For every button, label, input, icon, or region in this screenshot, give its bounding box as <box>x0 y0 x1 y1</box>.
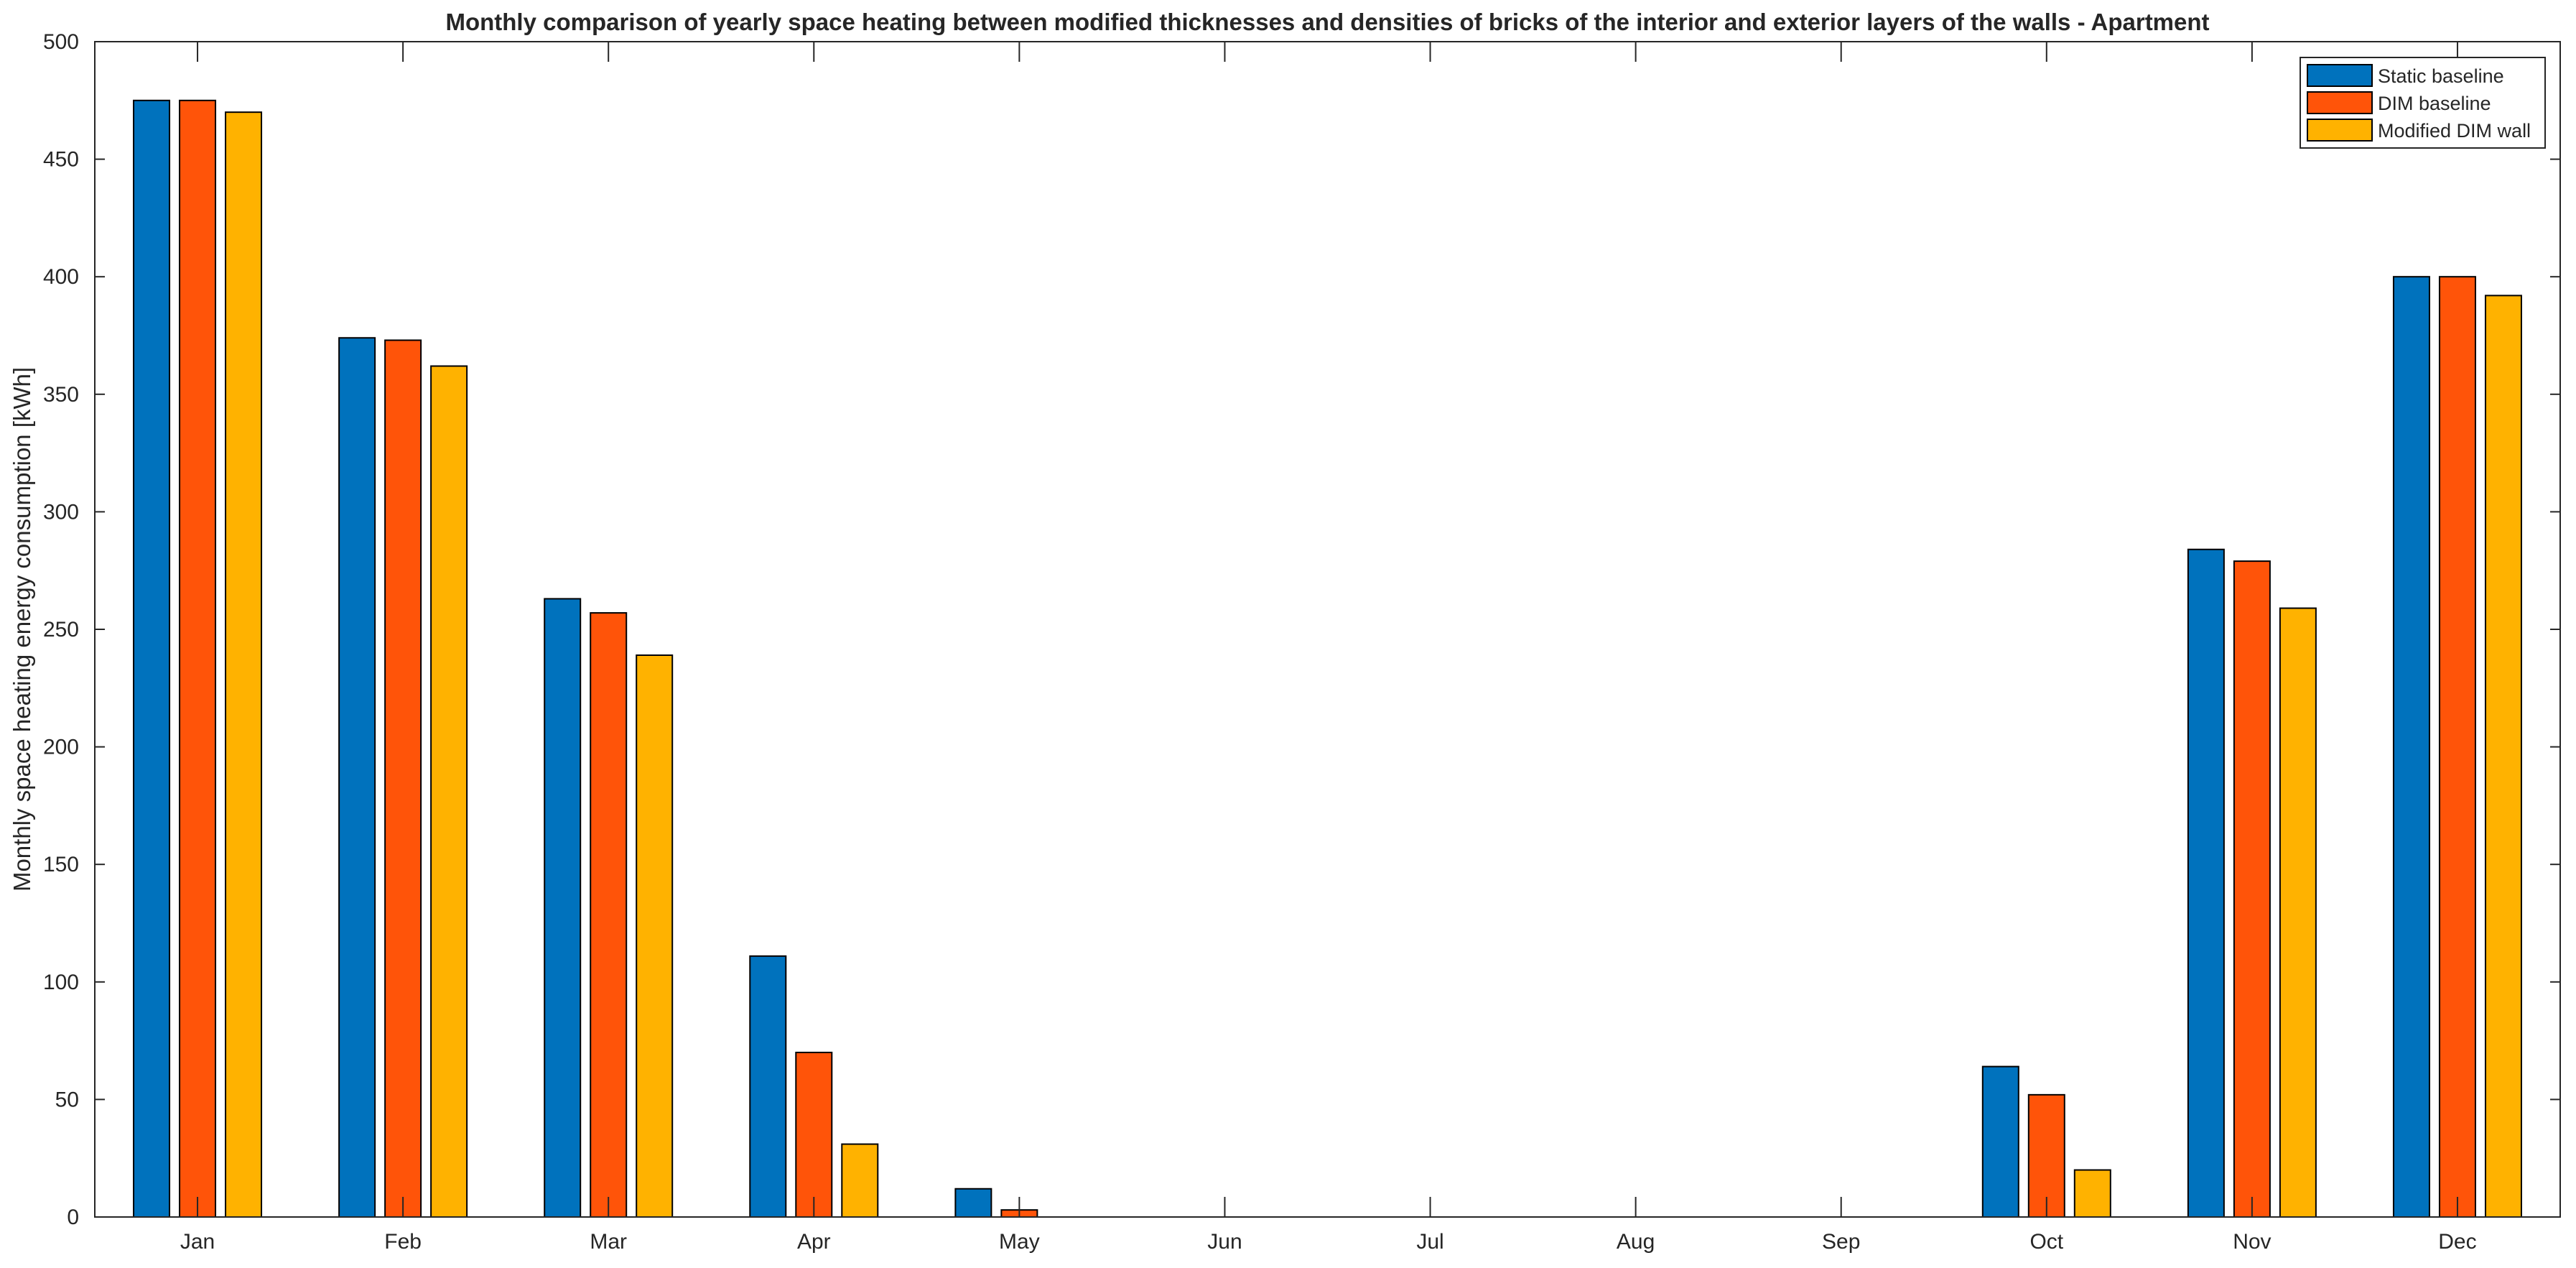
x-tick-label: Oct <box>2029 1230 2063 1254</box>
x-tick-label: Dec <box>2438 1230 2476 1254</box>
x-tick-label: Jan <box>180 1230 215 1254</box>
x-tick-label: Apr <box>797 1230 831 1254</box>
legend-entry-label: DIM baseline <box>2378 93 2491 114</box>
bar <box>795 1051 833 1218</box>
x-tick-label: May <box>999 1230 1040 1254</box>
legend-swatch <box>2307 64 2373 87</box>
y-tick-label: 150 <box>43 853 79 876</box>
bar <box>841 1143 879 1218</box>
y-tick-label: 0 <box>67 1205 79 1229</box>
bar <box>2438 276 2476 1218</box>
x-tick-label: Mar <box>590 1230 627 1254</box>
x-tick-label: Aug <box>1617 1230 1655 1254</box>
legend-swatch <box>2307 91 2373 114</box>
x-tick-label: Nov <box>2233 1230 2271 1254</box>
legend-swatch <box>2307 119 2373 142</box>
bar <box>2279 607 2317 1218</box>
bar <box>338 337 376 1218</box>
x-tick-label: Jun <box>1207 1230 1242 1254</box>
chart-title: Monthly comparison of yearly space heati… <box>445 9 2209 35</box>
plot-area-frame <box>94 41 2561 1218</box>
bar <box>544 598 582 1218</box>
ticks-layer: 0 50 100 150 200 250 300 350 400 450 500 Jan Feb Mar A… <box>43 30 2560 1254</box>
bar <box>2027 1093 2065 1218</box>
bar <box>1981 1065 2019 1218</box>
y-tick-label: 100 <box>43 971 79 994</box>
bar <box>954 1188 992 1218</box>
bar <box>636 654 674 1218</box>
y-axis-label: Monthly space heating energy consumption… <box>9 367 35 892</box>
y-tick-label: 350 <box>43 383 79 407</box>
bar <box>749 955 787 1218</box>
bar <box>590 612 628 1218</box>
y-tick-label: 400 <box>43 265 79 289</box>
bar <box>430 365 468 1218</box>
bar <box>384 339 422 1218</box>
legend-entry-label: Modified DIM wall <box>2378 120 2531 142</box>
bar <box>2233 560 2271 1218</box>
bar <box>179 99 217 1218</box>
legend-entry-label: Static baseline <box>2378 65 2504 87</box>
bars-layer <box>133 99 2522 1218</box>
y-tick-label: 500 <box>43 30 79 54</box>
x-tick-label: Sep <box>1822 1230 1860 1254</box>
bar <box>225 111 263 1218</box>
y-tick-label: 300 <box>43 500 79 524</box>
bar <box>2073 1169 2111 1218</box>
y-tick-label: 200 <box>43 736 79 759</box>
bar <box>133 99 171 1218</box>
y-tick-label: 450 <box>43 148 79 172</box>
y-tick-label: 50 <box>55 1088 79 1111</box>
bar <box>2484 295 2522 1218</box>
x-tick-label: Jul <box>1416 1230 1443 1254</box>
legend[interactable]: Static baseline DIM baseline Modified DIM … <box>2300 57 2546 149</box>
x-tick-label: Feb <box>384 1230 422 1254</box>
bar <box>2187 548 2225 1218</box>
y-tick-label: 250 <box>43 618 79 642</box>
bar <box>2392 276 2430 1218</box>
